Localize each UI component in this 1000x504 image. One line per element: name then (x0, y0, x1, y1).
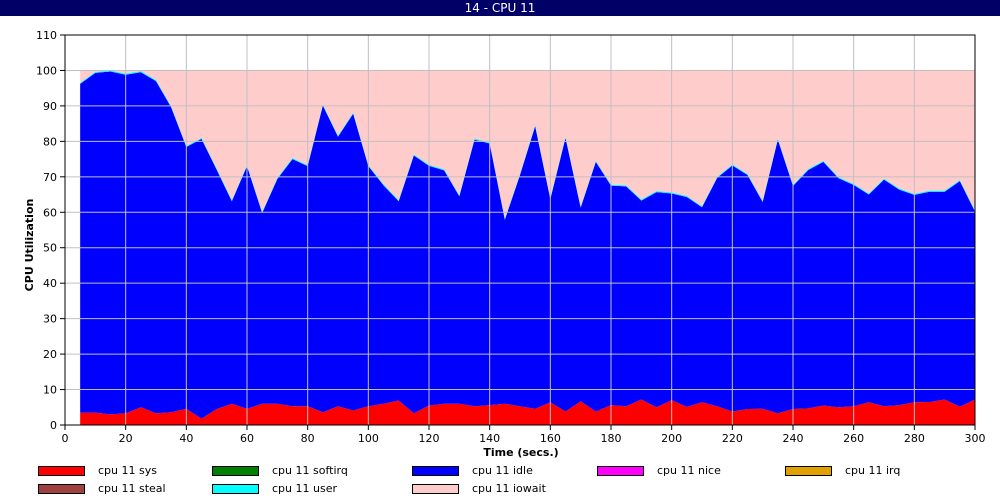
legend-label: cpu 11 steal (98, 482, 166, 495)
x-tick-label: 240 (783, 432, 804, 445)
y-axis-label: CPU Utilization (23, 199, 36, 292)
x-tick-label: 280 (904, 432, 925, 445)
x-tick-label: 60 (240, 432, 254, 445)
y-tick-label: 60 (43, 206, 57, 219)
y-tick-label: 30 (43, 313, 57, 326)
y-tick-label: 100 (36, 64, 57, 77)
y-tick-label: 70 (43, 171, 57, 184)
y-tick-label: 0 (50, 419, 57, 432)
legend-label: cpu 11 sys (98, 464, 157, 477)
legend-swatch (212, 466, 259, 476)
area-cpu-11-iowait (80, 70, 975, 219)
y-tick-label: 40 (43, 277, 57, 290)
legend-swatch (785, 466, 832, 476)
legend-swatch (597, 466, 644, 476)
legend-label: cpu 11 irq (845, 464, 901, 477)
legend-swatch (412, 484, 459, 494)
x-tick-label: 300 (965, 432, 986, 445)
x-tick-label: 40 (179, 432, 193, 445)
legend-label: cpu 11 idle (472, 464, 533, 477)
legend-swatch (412, 466, 459, 476)
legend-label: cpu 11 nice (657, 464, 721, 477)
y-tick-label: 110 (36, 29, 57, 42)
x-tick-label: 220 (722, 432, 743, 445)
x-tick-label: 20 (119, 432, 133, 445)
y-tick-label: 20 (43, 348, 57, 361)
legend: cpu 11 sys cpu 11 softirq cpu 11 idle cpu 1… (0, 462, 1000, 502)
y-tick-label: 50 (43, 242, 57, 255)
chart-title-bar: 14 - CPU 11 (0, 0, 1000, 16)
axes: 0 10 20 30 40 50 60 70 80 90 100 110 0 20 40 60 80 100 120… (36, 29, 986, 445)
legend-label: cpu 11 softirq (272, 464, 348, 477)
legend-label: cpu 11 iowait (472, 482, 546, 495)
x-axis-label: Time (secs.) (483, 446, 558, 459)
y-tick-label: 80 (43, 135, 57, 148)
x-tick-label: 100 (358, 432, 379, 445)
area-cpu-11-sys (80, 399, 975, 425)
legend-swatch (212, 484, 259, 494)
x-tick-label: 200 (661, 432, 682, 445)
area-cpu-11-idle (80, 71, 975, 419)
x-tick-label: 0 (62, 432, 69, 445)
plot-frame (64, 34, 976, 426)
stacked-areas (80, 70, 975, 425)
x-tick-label: 80 (301, 432, 315, 445)
x-tick-label: 120 (419, 432, 440, 445)
legend-swatch (38, 466, 85, 476)
x-tick-label: 260 (843, 432, 864, 445)
cpu-utilization-chart: 0 10 20 30 40 50 60 70 80 90 100 110 0 20 40 60 80 100 120… (23, 29, 986, 459)
legend-label: cpu 11 user (272, 482, 337, 495)
y-tick-label: 10 (43, 384, 57, 397)
y-tick-label: 90 (43, 100, 57, 113)
legend-swatch (38, 484, 85, 494)
x-tick-label: 180 (601, 432, 622, 445)
x-tick-label: 140 (479, 432, 500, 445)
x-tick-label: 160 (540, 432, 561, 445)
chart-title: 14 - CPU 11 (464, 1, 536, 15)
